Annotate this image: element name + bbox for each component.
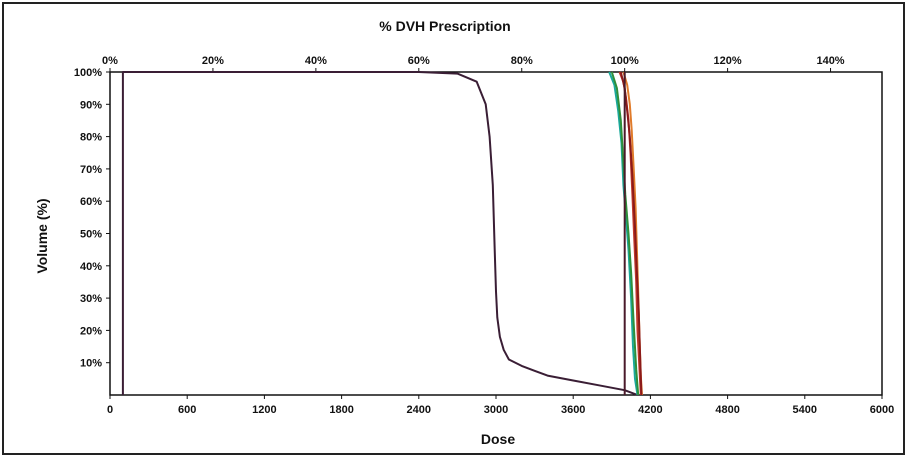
top-tick-label: 120% xyxy=(714,55,742,67)
top-tick-label: 80% xyxy=(511,55,533,67)
x-tick-label: 3000 xyxy=(484,404,508,416)
y-tick-label: 70% xyxy=(80,164,102,176)
x-tick-label: 4200 xyxy=(638,404,662,416)
y-tick-label: 100% xyxy=(74,67,102,79)
y-tick-label: 30% xyxy=(80,293,102,305)
y-tick-label: 90% xyxy=(80,99,102,111)
y-tick-label: 10% xyxy=(80,358,102,370)
y-tick-label: 60% xyxy=(80,196,102,208)
x-tick-label: 5400 xyxy=(793,404,817,416)
x-tick-label: 2400 xyxy=(407,404,431,416)
plot-area-border xyxy=(109,71,883,396)
top-tick-label: 60% xyxy=(408,55,430,67)
y-tick-label: 50% xyxy=(80,229,102,241)
top-tick-label: 100% xyxy=(611,55,639,67)
x-tick-label: 6000 xyxy=(870,404,894,416)
y-axis-title: Volume (%) xyxy=(34,198,50,273)
x-tick-label: 3600 xyxy=(561,404,585,416)
y-tick-label: 40% xyxy=(80,261,102,273)
top-tick-label: 20% xyxy=(202,55,224,67)
top-tick-label: 40% xyxy=(305,55,327,67)
x-tick-label: 0 xyxy=(107,404,113,416)
series-line-3 xyxy=(610,71,640,396)
top-tick-label: 140% xyxy=(816,55,844,67)
top-axis-title: % DVH Prescription xyxy=(379,18,510,34)
series-line-6 xyxy=(619,71,643,396)
y-tick-label: 20% xyxy=(80,325,102,337)
x-tick-label: 1800 xyxy=(329,404,353,416)
x-axis-title: Dose xyxy=(481,431,515,447)
series-line-2 xyxy=(608,71,639,396)
y-tick-label: 80% xyxy=(80,132,102,144)
dvh-chart: % DVH Prescription Dose Volume (%) 0 600 1… xyxy=(34,18,894,447)
top-tick-label: 0% xyxy=(102,55,118,67)
x-tick-label: 4800 xyxy=(715,404,739,416)
series-line-1 xyxy=(121,71,638,396)
x-tick-label: 1200 xyxy=(252,404,276,416)
x-tick-label: 600 xyxy=(178,404,196,416)
